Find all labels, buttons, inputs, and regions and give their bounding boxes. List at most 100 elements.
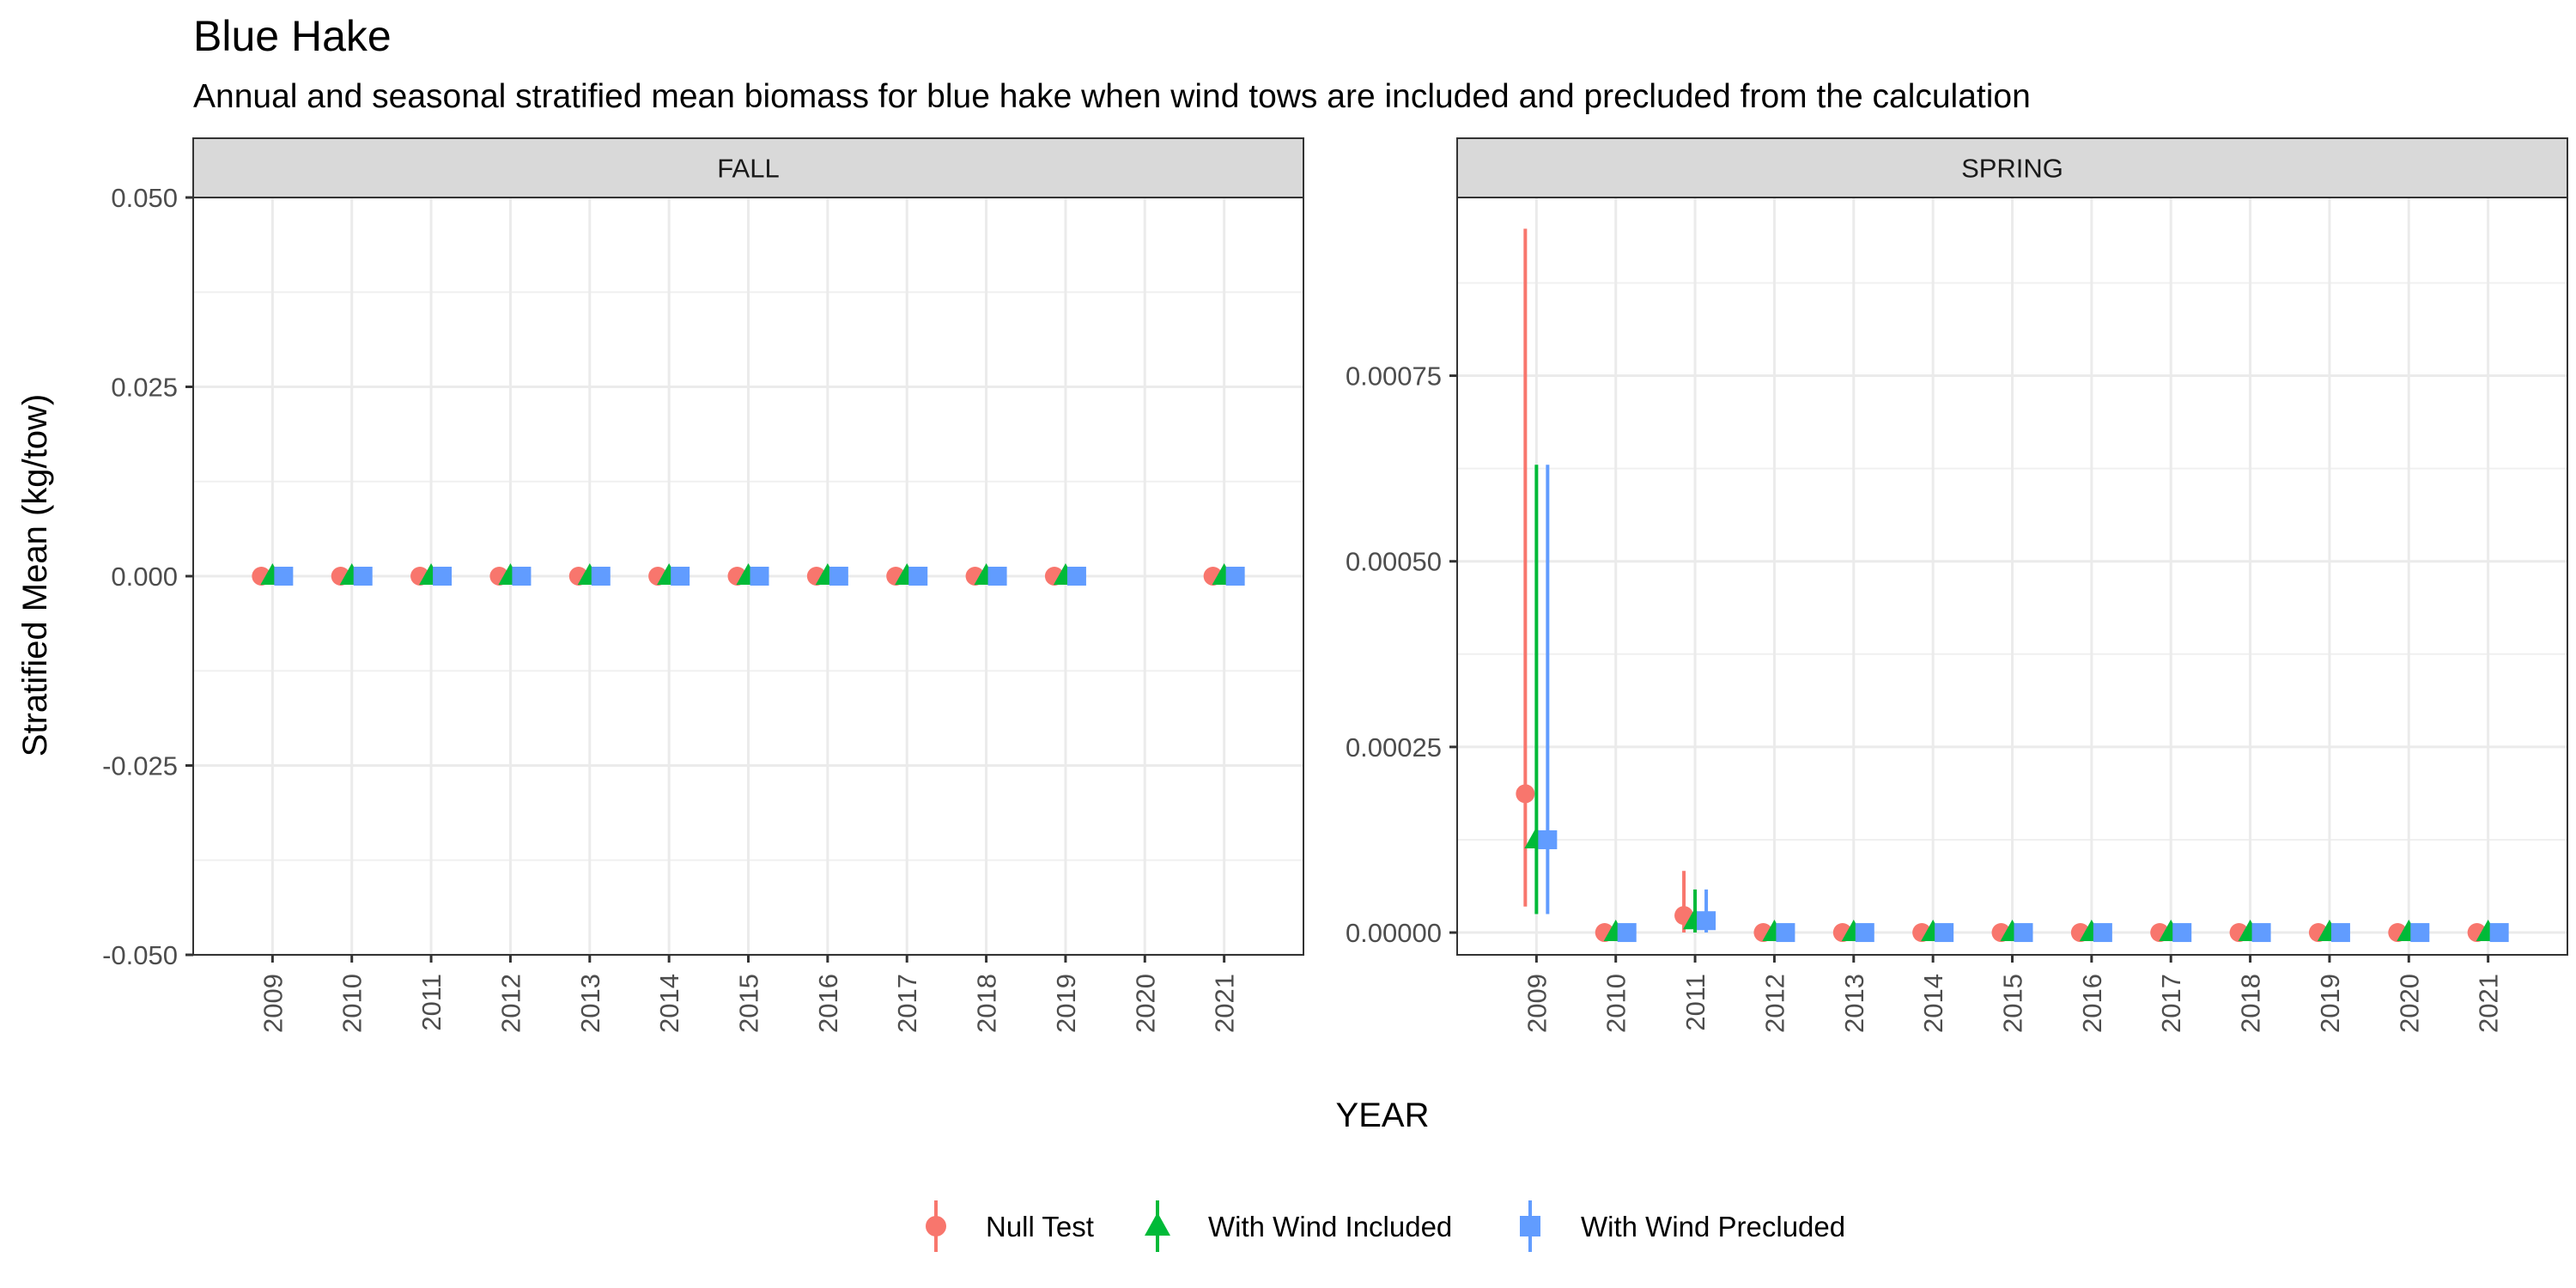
y-tick-label: -0.050: [102, 940, 178, 970]
marker-with-wind-precluded: [353, 567, 373, 586]
marker-with-wind-precluded: [512, 567, 532, 586]
x-tick-label: 2010: [337, 974, 368, 1033]
data-point-with-wind-precluded: [1538, 465, 1558, 914]
data-point-with-wind-precluded: [2330, 923, 2350, 943]
x-axis-title: YEAR: [1336, 1097, 1430, 1134]
x-tick-label: 2013: [1839, 974, 1869, 1033]
panels-layer: -0.050 -0.025 0.000 0.025 0.050 2009 2010 2011 2…: [102, 137, 2568, 1033]
x-tick-label: 2011: [416, 974, 447, 1031]
x-tick-label: 2021: [1210, 974, 1240, 1033]
data-point-with-wind-precluded: [512, 567, 532, 586]
data-point-with-wind-precluded: [2251, 923, 2271, 943]
marker-with-wind-precluded: [1617, 923, 1637, 943]
legend-key-with-wind-included: [1145, 1200, 1170, 1252]
legend-label-null-test: Null Test: [986, 1211, 1094, 1242]
marker-with-wind-precluded: [908, 567, 928, 586]
data-point-with-wind-precluded: [2489, 923, 2509, 943]
chart-subtitle: Annual and seasonal stratified mean biom…: [193, 78, 2031, 115]
y-tick-label: 0.00025: [1346, 732, 1442, 762]
marker-with-wind-precluded: [2330, 923, 2350, 943]
x-tick-label: 2014: [654, 974, 684, 1033]
data-point-with-wind-precluded: [829, 567, 848, 586]
marker-with-wind-precluded: [2172, 923, 2192, 943]
x-tick-label: 2020: [1130, 974, 1160, 1033]
data-point-with-wind-precluded: [908, 567, 928, 586]
x-tick-label: 2012: [1759, 974, 1789, 1033]
marker-with-wind-precluded: [591, 567, 611, 586]
x-tick-label: 2018: [2236, 974, 2266, 1033]
marker-with-wind-precluded: [1538, 829, 1558, 849]
x-tick-label: 2016: [2077, 974, 2107, 1033]
x-tick-label: 2012: [495, 974, 526, 1033]
marker-with-wind-precluded: [274, 567, 294, 586]
marker-null-test: [1516, 784, 1535, 804]
marker-with-wind-precluded: [750, 567, 769, 586]
strip-spring: [1456, 137, 2568, 198]
marker-with-wind-precluded: [987, 567, 1007, 586]
marker-with-wind-precluded: [2014, 923, 2033, 943]
x-tick-label: 2021: [2474, 974, 2504, 1033]
marker-with-wind-precluded: [829, 567, 848, 586]
marker-with-wind-precluded: [1066, 567, 1086, 586]
y-axis-title: Stratified Mean (kg/tow): [16, 394, 54, 756]
data-point-null-test: [1516, 228, 1535, 907]
legend: Null Test With Wind Included With Wind P…: [926, 1200, 1845, 1252]
data-point-with-wind-precluded: [1225, 567, 1245, 586]
y-tick-label: 0.025: [111, 373, 178, 403]
y-tick-label: 0.00050: [1346, 547, 1442, 577]
marker-with-wind-precluded: [1697, 911, 1716, 931]
data-point-with-wind-precluded: [2093, 923, 2112, 943]
data-point-with-wind-precluded: [2014, 923, 2033, 943]
data-point-with-wind-precluded: [671, 567, 690, 586]
data-point-with-wind-precluded: [274, 567, 294, 586]
y-tick-label: -0.025: [102, 751, 178, 781]
data-point-with-wind-precluded: [1935, 923, 1954, 943]
marker-with-wind-precluded: [2489, 923, 2509, 943]
legend-label-with-wind-included: With Wind Included: [1208, 1211, 1452, 1242]
marker-with-wind-precluded: [1935, 923, 1954, 943]
x-tick-label: 2014: [1918, 974, 1948, 1033]
data-point-with-wind-precluded: [987, 567, 1007, 586]
legend-item-null-test: Null Test: [926, 1200, 1094, 1252]
strip-fall: [192, 137, 1304, 198]
data-point-with-wind-precluded: [1697, 889, 1716, 933]
legend-item-with-wind-precluded: With Wind Precluded: [1520, 1200, 1845, 1252]
marker-with-wind-precluded: [433, 567, 453, 586]
x-tick-label: 2016: [813, 974, 843, 1033]
legend-label-with-wind-precluded: With Wind Precluded: [1581, 1211, 1845, 1242]
x-tick-label: 2013: [575, 974, 605, 1033]
data-point-with-wind-precluded: [2172, 923, 2192, 943]
panel-spring: 0.00000 0.00025 0.00050 0.00075 2009 2010 2011…: [1346, 137, 2568, 1033]
data-point-with-wind-precluded: [1855, 923, 1874, 943]
x-tick-label: 2018: [972, 974, 1002, 1033]
x-tick-label: 2011: [1680, 974, 1710, 1031]
y-tick-label: 0.000: [111, 562, 178, 592]
x-tick-label: 2020: [2394, 974, 2424, 1033]
x-tick-label: 2019: [1051, 974, 1081, 1033]
strip-label-spring: SPRING: [1961, 154, 2063, 184]
chart-title: Blue Hake: [193, 12, 392, 60]
data-point-with-wind-precluded: [1776, 923, 1795, 943]
y-tick-label: 0.00000: [1346, 918, 1442, 948]
data-point-with-wind-precluded: [750, 567, 769, 586]
data-point-with-wind-precluded: [353, 567, 373, 586]
panel-fall: -0.050 -0.025 0.000 0.025 0.050 2009 2010 2011 2…: [102, 137, 1304, 1033]
marker-with-wind-precluded: [2410, 923, 2430, 943]
x-tick-label: 2017: [2156, 974, 2186, 1033]
y-tick-label: 0.050: [111, 183, 178, 213]
x-tick-label: 2017: [892, 974, 922, 1033]
data-point-with-wind-precluded: [591, 567, 611, 586]
data-point-with-wind-precluded: [433, 567, 453, 586]
marker-with-wind-precluded: [1855, 923, 1874, 943]
legend-key-with-wind-precluded: [1520, 1200, 1540, 1252]
marker-with-wind-precluded: [2251, 923, 2271, 943]
y-tick-label: 0.00075: [1346, 361, 1442, 392]
legend-item-with-wind-included: With Wind Included: [1145, 1200, 1452, 1252]
x-tick-label: 2009: [1522, 974, 1552, 1033]
data-point-with-wind-precluded: [1617, 923, 1637, 943]
x-tick-label: 2019: [2315, 974, 2345, 1033]
marker-with-wind-precluded: [671, 567, 690, 586]
marker-with-wind-precluded: [1225, 567, 1245, 586]
marker-with-wind-precluded: [1776, 923, 1795, 943]
